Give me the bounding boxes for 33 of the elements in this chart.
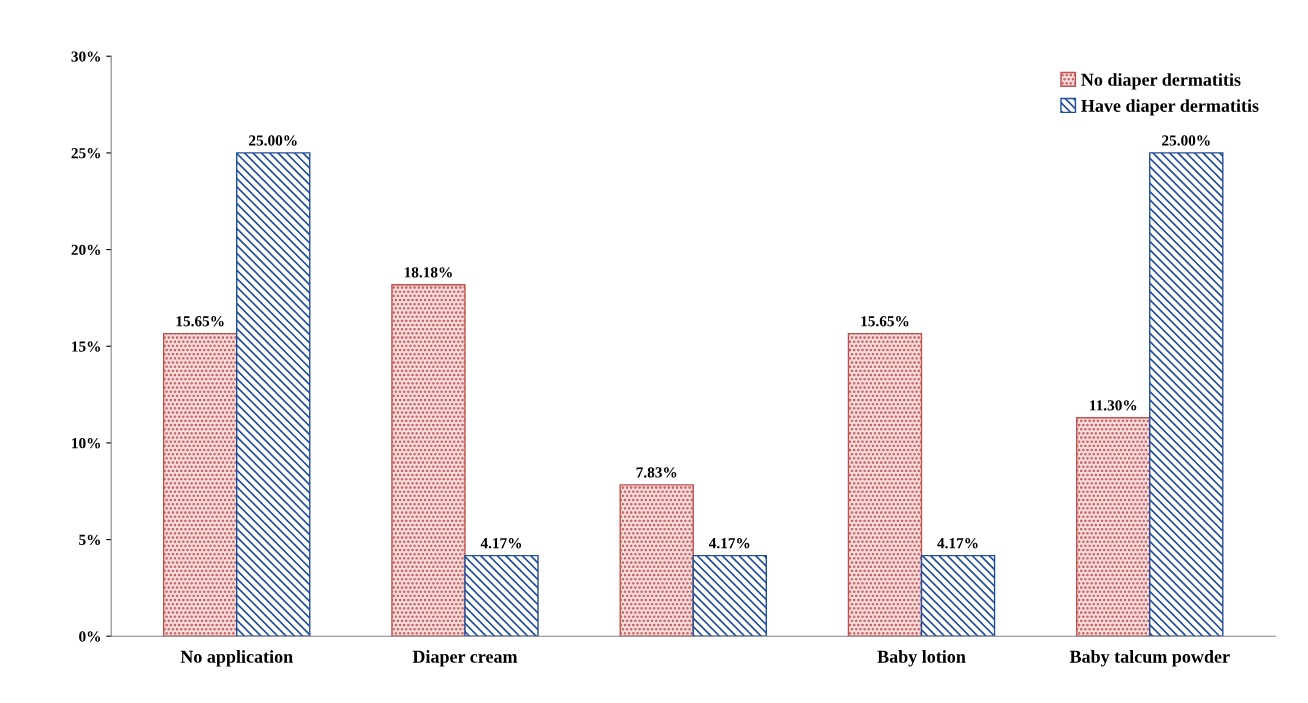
y-tick-label: 30% bbox=[71, 51, 101, 62]
data-label: 15.65% bbox=[176, 316, 224, 327]
data-label: 25.00% bbox=[249, 135, 297, 146]
y-tick-label: 10% bbox=[72, 438, 101, 449]
bar bbox=[619, 484, 694, 637]
bar bbox=[1149, 152, 1224, 637]
x-tick-label: Baby talcum powder bbox=[1069, 650, 1230, 667]
data-label: 4.17% bbox=[708, 538, 750, 549]
data-label: 11.30% bbox=[1090, 400, 1137, 411]
y-tick-label: 25% bbox=[71, 148, 101, 159]
bar bbox=[1076, 417, 1151, 637]
x-tick-label: Diaper cream bbox=[412, 650, 518, 667]
data-label: 7.83% bbox=[636, 467, 677, 478]
data-label: 25.00% bbox=[1162, 135, 1210, 146]
legend-label: Have diaper dermatitis bbox=[1081, 99, 1259, 116]
x-tick-label: No application bbox=[180, 650, 293, 667]
bar bbox=[162, 332, 238, 637]
y-tick-label: 0% bbox=[79, 631, 101, 642]
x-tick-label: Baby lotion bbox=[877, 650, 966, 667]
y-tick-label: 15% bbox=[72, 341, 101, 352]
bar bbox=[920, 554, 996, 637]
bar bbox=[391, 284, 466, 637]
data-label: 4.17% bbox=[937, 538, 978, 549]
data-label: 18.18% bbox=[404, 267, 452, 278]
bar bbox=[692, 554, 767, 637]
y-tick-label: 5% bbox=[79, 534, 101, 546]
bar bbox=[464, 554, 539, 637]
bar bbox=[847, 332, 923, 637]
data-label: 15.65% bbox=[861, 316, 909, 327]
y-tick-label: 20% bbox=[71, 244, 101, 256]
legend-label: No diaper dermatitis bbox=[1081, 73, 1241, 90]
bar bbox=[236, 152, 311, 637]
data-label: 4.17% bbox=[480, 538, 522, 549]
